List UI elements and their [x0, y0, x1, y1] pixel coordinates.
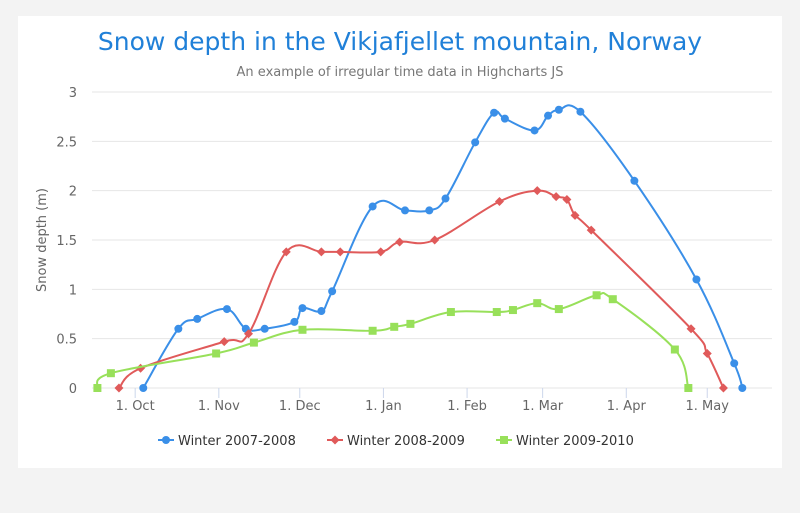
data-point: [114, 383, 124, 393]
data-point: [425, 206, 434, 215]
data-point: [508, 306, 517, 315]
plot-area: [93, 104, 747, 393]
data-point: [554, 105, 563, 114]
data-point: [395, 237, 405, 247]
legend-label: Winter 2007-2008: [178, 434, 296, 449]
data-point: [401, 206, 410, 215]
data-point: [551, 192, 561, 202]
series-1: [139, 104, 747, 392]
data-point: [212, 349, 221, 358]
data-point: [260, 324, 269, 333]
data-point: [390, 322, 399, 331]
chart-title: Snow depth in the Vikjafjellet mountain,…: [98, 27, 702, 56]
data-point: [492, 308, 501, 317]
data-point: [106, 369, 115, 378]
x-tick-label: 1. Jan: [365, 399, 402, 414]
x-axis: 1. Oct 1. Nov 1. Dec 1. Jan 1. Feb 1. Mar 1. A…: [116, 388, 730, 414]
data-point: [368, 202, 377, 211]
data-point: [298, 304, 307, 313]
data-point: [368, 326, 377, 335]
x-tick-label: 1. Apr: [607, 399, 647, 414]
y-axis-title: Snow depth (m): [35, 188, 50, 292]
data-point: [730, 359, 739, 368]
data-point: [328, 287, 337, 296]
legend-label: Winter 2009-2010: [516, 434, 634, 449]
x-tick-label: 1. Oct: [116, 399, 155, 414]
y-tick-label: 3: [69, 86, 77, 101]
legend-item-1: Winter 2007-2008: [158, 434, 296, 449]
data-point: [576, 107, 585, 116]
data-point: [630, 176, 639, 185]
data-point: [562, 195, 572, 205]
data-point: [490, 108, 499, 117]
y-tick-label: 1.5: [56, 234, 77, 249]
y-tick-label: 2.5: [56, 135, 77, 150]
data-point: [686, 324, 696, 334]
data-point: [446, 308, 455, 317]
series-3: [93, 291, 693, 392]
data-point: [430, 235, 440, 245]
data-point: [193, 314, 202, 323]
data-point: [592, 291, 601, 300]
data-point: [608, 295, 617, 304]
x-tick-label: 1. May: [686, 399, 730, 414]
data-point: [718, 383, 728, 393]
y-tick-label: 0.5: [56, 333, 77, 348]
data-point: [471, 138, 480, 147]
data-point: [244, 329, 254, 339]
data-point: [586, 225, 596, 235]
x-tick-label: 1. Dec: [279, 399, 321, 414]
y-axis: 0 0.5 1 1.5 2 2.5 3: [56, 86, 77, 397]
data-point: [544, 111, 553, 120]
data-point: [738, 384, 747, 392]
data-point: [222, 305, 231, 314]
data-point: [684, 384, 693, 392]
data-point: [298, 325, 307, 334]
data-point: [494, 197, 504, 207]
series-line: [142, 104, 744, 389]
data-point: [174, 324, 183, 333]
x-tick-label: 1. Nov: [198, 399, 240, 414]
legend-marker: [500, 436, 508, 444]
data-point: [335, 247, 345, 257]
data-point: [500, 114, 509, 123]
data-point: [139, 384, 148, 392]
data-point: [93, 384, 102, 392]
series-line: [96, 291, 690, 389]
data-point: [570, 210, 580, 220]
data-point: [533, 299, 542, 308]
legend: Winter 2007-2008 Winter 2008-2009 Winter 2…: [158, 434, 634, 449]
y-tick-label: 1: [69, 283, 77, 298]
x-tick-label: 1. Mar: [522, 399, 564, 414]
x-tick-label: 1. Feb: [447, 399, 487, 414]
data-point: [290, 317, 299, 326]
series-2: [114, 186, 728, 393]
legend-marker: [330, 435, 340, 445]
legend-item-3: Winter 2009-2010: [496, 434, 634, 449]
data-point: [219, 337, 229, 347]
data-point: [702, 348, 712, 358]
y-tick-label: 0: [69, 382, 77, 397]
data-point: [281, 247, 291, 257]
chart-subtitle: An example of irregular time data in Hig…: [237, 65, 564, 80]
data-point: [406, 319, 415, 328]
grid-lines: [92, 91, 772, 389]
data-point: [670, 345, 679, 354]
data-point: [530, 126, 539, 135]
data-point: [532, 186, 542, 196]
data-point: [316, 247, 326, 257]
data-point: [317, 307, 326, 316]
data-point: [692, 275, 701, 284]
data-point: [441, 194, 450, 203]
data-point: [376, 247, 386, 257]
legend-marker: [162, 436, 170, 444]
y-tick-label: 2: [69, 185, 77, 200]
data-point: [249, 338, 258, 347]
legend-label: Winter 2008-2009: [347, 434, 465, 449]
data-point: [554, 305, 563, 314]
legend-item-2: Winter 2008-2009: [327, 434, 465, 449]
